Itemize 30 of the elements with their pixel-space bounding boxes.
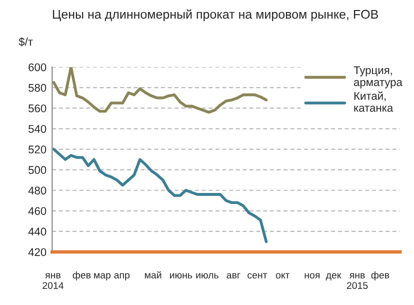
x-tick-label: сент: [248, 273, 268, 279]
y-tick-label: 560: [28, 104, 46, 112]
x-tick-label: июнь: [170, 273, 192, 279]
x-tick-label: мар: [94, 273, 111, 280]
y-tick-label: 600: [28, 63, 46, 72]
y-tick-label: 500: [28, 166, 46, 174]
y-tick-label: 480: [28, 186, 46, 194]
legend-label: Турция, арматура: [354, 66, 402, 88]
legend-label: Китай, катанка: [354, 91, 394, 112]
line-series: [52, 67, 268, 114]
x-tick-label: дек: [326, 273, 342, 280]
y-tick-label: 580: [28, 84, 46, 92]
x-tick-label: фев: [72, 271, 91, 280]
y-tick-label: 460: [28, 207, 46, 215]
x-tick-label: май: [144, 271, 162, 279]
y-axis-title: $/т: [18, 37, 33, 46]
chart-title: Цены на длинномерный прокат на мировом рынке, FOB: [52, 9, 378, 22]
x-tick-label: окт: [276, 273, 290, 279]
x-tick-label: фев: [371, 271, 390, 280]
y-tick-label: 440: [28, 228, 46, 236]
x-tick-label: ноя: [304, 273, 320, 279]
x-tick-label: июль: [196, 273, 218, 279]
x-tick-label: апр: [114, 273, 130, 280]
line-series: [52, 148, 268, 244]
y-tick-label: 520: [28, 146, 46, 154]
y-tick-label: 540: [28, 124, 46, 133]
x-tick-label: янв 2015: [346, 273, 368, 289]
x-tick-label: авг: [226, 273, 240, 279]
x-tick-label: янв 2014: [42, 273, 64, 289]
y-tick-label: 420: [28, 248, 46, 256]
